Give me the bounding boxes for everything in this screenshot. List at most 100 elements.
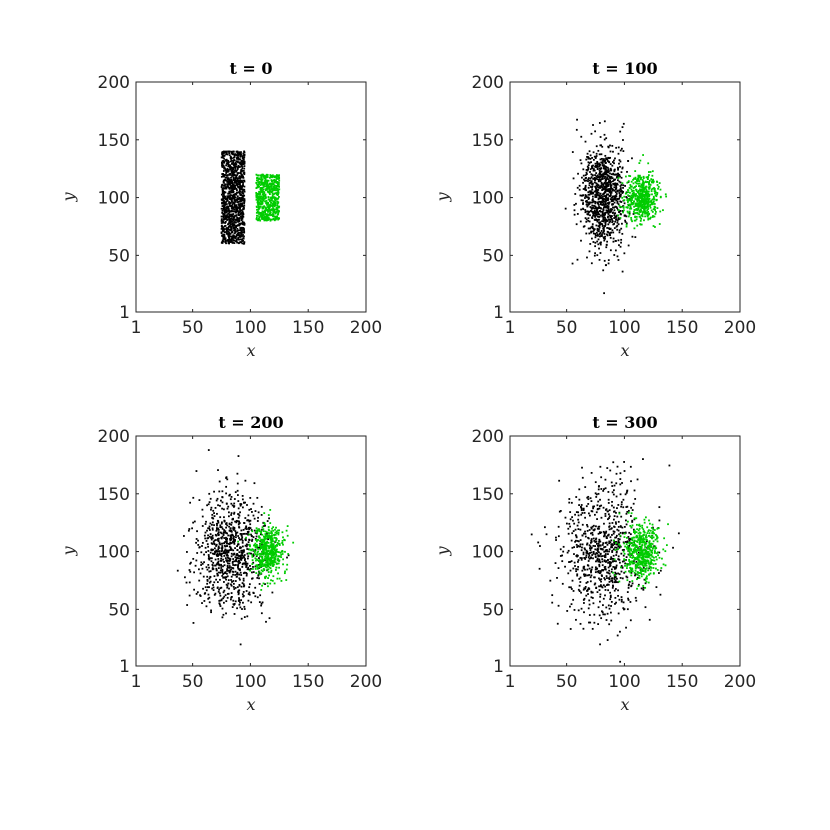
point [278,217,281,220]
point [257,211,259,214]
point [634,215,636,218]
point [604,183,607,185]
point [597,189,600,191]
point [650,190,653,193]
point [233,239,236,242]
point [274,187,277,190]
point [239,204,242,207]
point [591,216,593,219]
point [605,200,608,202]
point [275,526,277,529]
point [227,579,230,582]
point [591,531,594,534]
point [228,150,231,153]
point [239,206,242,209]
point [225,492,228,495]
point [596,165,599,168]
point [242,562,244,565]
point [608,179,611,182]
point [252,592,255,595]
point [227,559,229,562]
point [216,561,219,564]
point [233,171,236,174]
point [257,516,259,519]
point [621,577,624,580]
point [610,196,613,199]
point [269,558,272,561]
point [233,535,235,538]
point [595,214,598,216]
point [234,184,237,187]
point [634,236,637,239]
point [622,139,624,141]
point [578,488,581,491]
point [242,205,245,208]
point [627,160,630,162]
point [240,233,243,236]
point [272,560,274,562]
point [221,151,224,153]
point [221,507,224,510]
point [226,507,229,510]
point [612,231,615,234]
point [241,176,244,179]
point [608,191,611,194]
point [234,221,237,224]
point [265,188,268,191]
y-tick-label: 1 [119,657,130,677]
point [642,184,645,187]
point [631,220,633,223]
point [232,549,235,552]
point [596,186,599,188]
point [640,178,642,181]
point [226,524,229,527]
point [263,191,266,193]
point [216,572,219,575]
point [242,154,245,157]
point [600,230,603,232]
point [635,188,638,191]
point [589,168,592,171]
point [212,548,214,551]
point [642,177,645,179]
point [626,181,629,184]
point [601,233,603,236]
point [232,176,235,179]
point [612,240,615,243]
point [227,168,230,171]
point [207,527,210,530]
point [641,179,644,181]
point [232,580,235,582]
point [193,588,195,591]
point [236,216,238,219]
point [232,164,235,166]
point [241,174,244,176]
point [270,201,272,204]
point [601,223,604,226]
point [226,185,229,188]
point [596,207,599,210]
point [255,539,257,541]
point [599,201,602,203]
point [192,521,195,524]
point [222,212,225,215]
point [647,195,650,198]
point [606,233,608,236]
point [278,196,280,198]
point [270,558,273,561]
point [260,555,263,558]
point [225,600,228,603]
point [585,232,588,235]
point [608,227,610,230]
point [208,577,211,580]
point [598,213,601,216]
point [269,535,272,537]
point [590,207,593,210]
point [603,225,606,228]
point [646,193,649,196]
point [636,209,639,212]
point [236,230,239,232]
point [222,228,225,231]
point [226,186,228,189]
point [192,622,195,624]
